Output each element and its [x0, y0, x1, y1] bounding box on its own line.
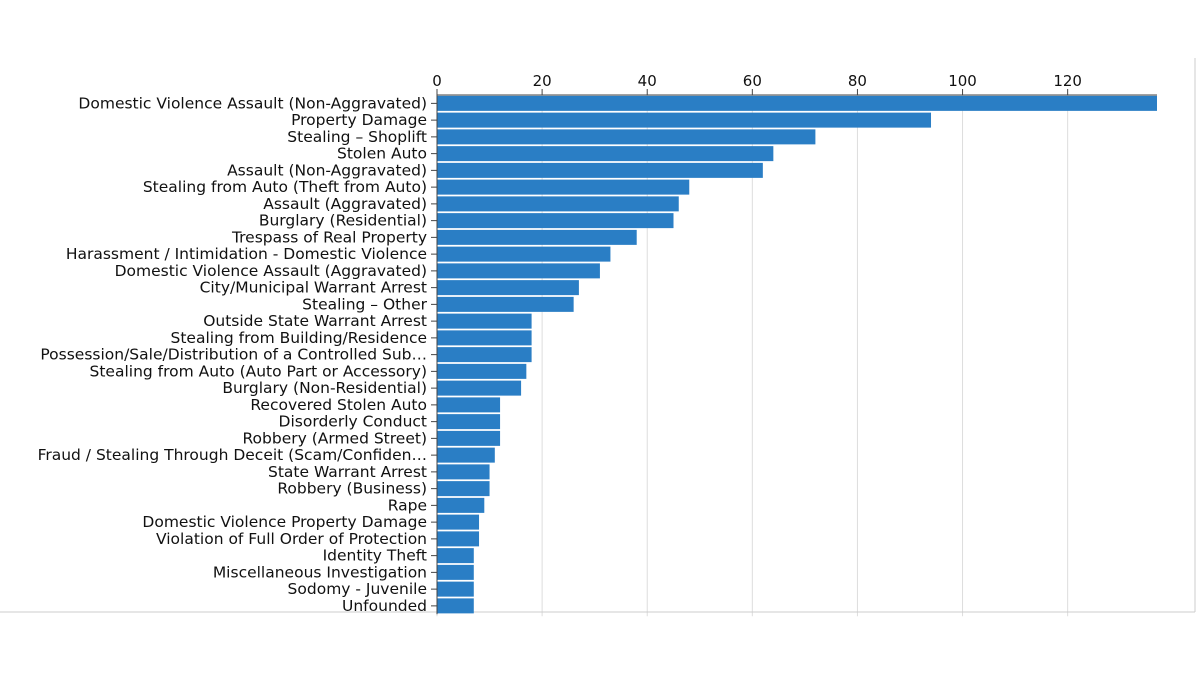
x-tick-label: 80 — [848, 72, 867, 90]
category-label: Rape — [388, 496, 427, 514]
bar[interactable] — [437, 447, 495, 463]
bar[interactable] — [437, 548, 474, 564]
category-label: City/Municipal Warrant Arrest — [200, 279, 427, 297]
bar[interactable] — [437, 179, 690, 195]
bar[interactable] — [437, 430, 501, 446]
category-label: Robbery (Armed Street) — [242, 429, 427, 447]
bar[interactable] — [437, 313, 532, 329]
bar[interactable] — [437, 263, 600, 279]
bar[interactable] — [437, 347, 532, 363]
category-label: Trespass of Real Property — [231, 228, 427, 246]
category-label: Robbery (Business) — [277, 480, 427, 498]
bar[interactable] — [437, 598, 474, 614]
bar[interactable] — [437, 296, 574, 312]
category-label: Burglary (Residential) — [259, 212, 427, 230]
category-label: Possession/Sale/Distribution of a Contro… — [40, 346, 427, 364]
category-label: Stealing from Building/Residence — [171, 329, 428, 347]
category-label: Identity Theft — [323, 547, 427, 565]
bar[interactable] — [437, 397, 501, 413]
bar[interactable] — [437, 129, 816, 145]
x-tick-label: 120 — [1053, 72, 1082, 90]
bar[interactable] — [437, 229, 637, 245]
bar[interactable] — [437, 162, 763, 178]
category-label: Fraud / Stealing Through Deceit (Scam/Co… — [38, 446, 427, 464]
bar[interactable] — [437, 414, 501, 430]
x-tick-label: 100 — [948, 72, 977, 90]
category-label: Domestic Violence Assault (Non-Aggravate… — [78, 94, 427, 112]
category-label: Stealing – Shoplift — [287, 128, 427, 146]
category-label: Violation of Full Order of Protection — [156, 530, 427, 548]
category-label: Burglary (Non-Residential) — [222, 379, 427, 397]
bar[interactable] — [437, 146, 774, 162]
bar[interactable] — [437, 531, 480, 547]
category-label: Harassment / Intimidation - Domestic Vio… — [66, 245, 427, 263]
bar[interactable] — [437, 464, 490, 480]
category-label: Domestic Violence Assault (Aggravated) — [115, 262, 427, 280]
category-label: Assault (Non-Aggravated) — [227, 161, 427, 179]
category-label: Assault (Aggravated) — [263, 195, 427, 213]
category-label: Recovered Stolen Auto — [250, 396, 427, 414]
category-label: Stealing – Other — [302, 295, 427, 313]
category-label: Sodomy - Juvenile — [288, 580, 427, 598]
category-labels: Domestic Violence Assault (Non-Aggravate… — [38, 94, 428, 615]
axes: 0 20 40 60 80 100 120 — [431, 72, 1157, 615]
category-label: Unfounded — [342, 597, 427, 615]
bar[interactable] — [437, 95, 1157, 111]
category-label: Domestic Violence Property Damage — [142, 513, 427, 531]
category-label: Miscellaneous Investigation — [213, 563, 427, 581]
bar[interactable] — [437, 363, 527, 379]
bar[interactable] — [437, 330, 532, 346]
category-label: Stealing from Auto (Theft from Auto) — [143, 178, 427, 196]
bar[interactable] — [437, 514, 480, 530]
x-tick-label: 20 — [533, 72, 552, 90]
bar[interactable] — [437, 581, 474, 597]
category-label: State Warrant Arrest — [268, 463, 427, 481]
bar[interactable] — [437, 497, 485, 513]
bar[interactable] — [437, 380, 522, 396]
category-label: Stealing from Auto (Auto Part or Accesso… — [90, 362, 427, 380]
bar[interactable] — [437, 213, 674, 229]
bar[interactable] — [437, 564, 474, 580]
bar[interactable] — [437, 196, 679, 212]
category-label: Property Damage — [291, 111, 427, 129]
x-tick-label: 40 — [638, 72, 657, 90]
bar[interactable] — [437, 280, 579, 296]
x-tick-label: 0 — [432, 72, 442, 90]
category-label: Stolen Auto — [337, 145, 427, 163]
bars — [437, 95, 1157, 614]
x-tick-label: 60 — [743, 72, 762, 90]
bar[interactable] — [437, 112, 932, 128]
category-label: Outside State Warrant Arrest — [203, 312, 427, 330]
bar[interactable] — [437, 246, 611, 262]
bar[interactable] — [437, 481, 490, 497]
category-label: Disorderly Conduct — [279, 413, 427, 431]
